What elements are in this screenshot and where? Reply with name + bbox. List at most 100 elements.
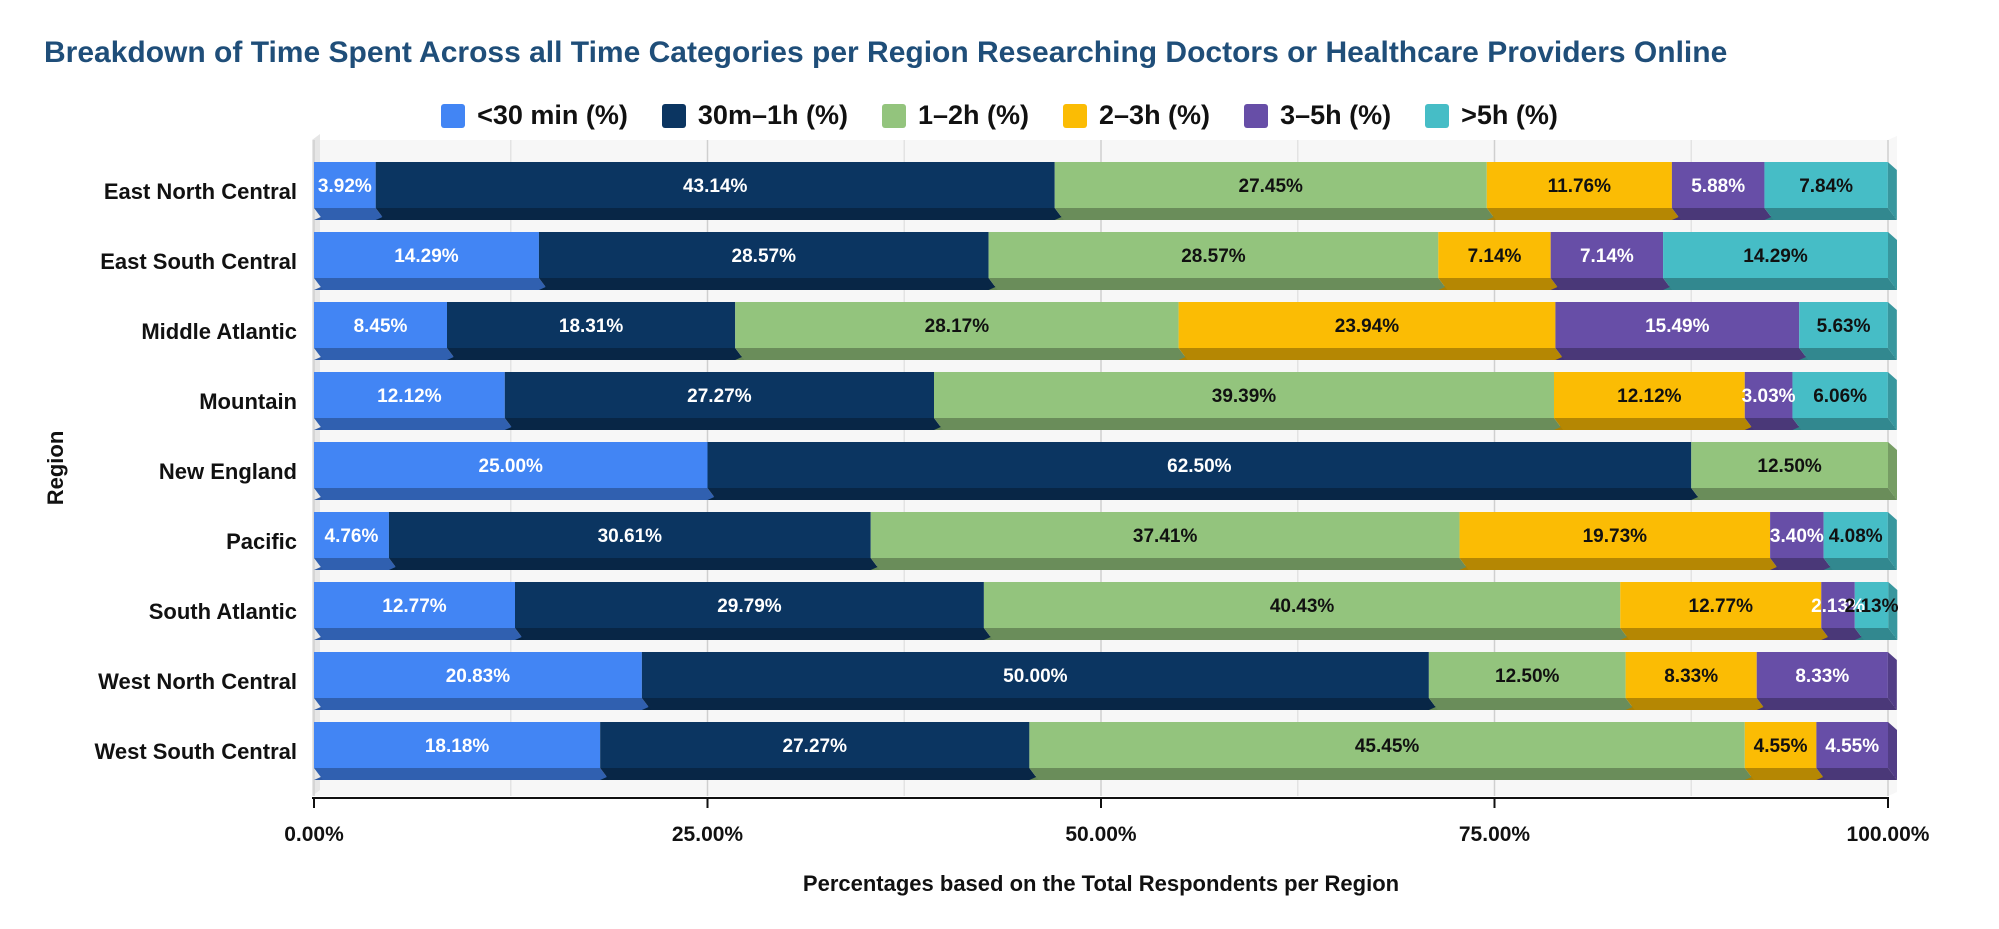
bar-mountain-5h-shadow-face — [1792, 418, 1897, 430]
bar-west-north-central-30m-1h[interactable] — [641, 652, 1429, 698]
bar-south-atlantic-3-5h-shadow-face — [1821, 628, 1864, 640]
bar-mountain-3-5h-shadow-face — [1744, 418, 1802, 430]
bar-middle-atlantic-30m-1h[interactable] — [447, 302, 736, 348]
bar-east-south-central-5h[interactable] — [1663, 232, 1888, 278]
bar-east-south-central-30-min-shadow-face — [314, 278, 548, 290]
legend-item-3-5h[interactable]: 3–5h (%) — [1244, 100, 1391, 131]
bar-middle-atlantic-5h-end-face — [1887, 302, 1897, 360]
bar-east-south-central-2-3h-shadow-face — [1438, 278, 1560, 290]
bar-south-atlantic-3-5h[interactable] — [1821, 582, 1855, 628]
bar-mountain-2-3h[interactable] — [1553, 372, 1745, 418]
bar-east-north-central-30m-1h[interactable] — [375, 162, 1055, 208]
bar-south-atlantic-5h[interactable] — [1854, 582, 1889, 628]
bar-middle-atlantic-5h[interactable] — [1799, 302, 1888, 348]
bar-east-south-central-30m-1h[interactable] — [538, 232, 989, 278]
bar-middle-atlantic-1-2h[interactable] — [735, 302, 1179, 348]
bar-east-south-central-5h-shadow-face — [1663, 278, 1897, 290]
data-label-west-south-central-2-3h: 4.55% — [1754, 736, 1808, 757]
bar-pacific-5h[interactable] — [1823, 512, 1888, 558]
bar-pacific-5h-end-face — [1887, 512, 1897, 570]
bar-east-north-central-2-3h-shadow-face — [1486, 208, 1681, 220]
bar-east-north-central-30-min[interactable] — [314, 162, 376, 208]
data-label-pacific-30m-1h: 30.61% — [598, 526, 663, 547]
category-label-east-south-central: East South Central — [100, 249, 297, 274]
bar-pacific-3-5h[interactable] — [1770, 512, 1824, 558]
bar-west-south-central-2-3h[interactable] — [1744, 722, 1817, 768]
data-label-west-south-central-3-5h: 4.55% — [1825, 736, 1879, 757]
bar-middle-atlantic-30-min[interactable] — [314, 302, 448, 348]
bar-south-atlantic-1-2h-shadow-face — [983, 628, 1630, 640]
data-label-new-england-30-min: 25.00% — [479, 456, 544, 477]
legend-swatch-over-5h — [1425, 103, 1450, 128]
category-label-mountain: Mountain — [199, 389, 297, 414]
bar-west-south-central-3-5h-shadow-face — [1816, 768, 1897, 780]
bar-east-south-central-2-3h[interactable] — [1438, 232, 1551, 278]
bar-mountain-5h-end-face — [1887, 372, 1897, 430]
data-label-west-north-central-3-5h: 8.33% — [1795, 666, 1849, 687]
legend-swatch-30m-1h — [661, 103, 686, 128]
bar-east-north-central-3-5h-shadow-face — [1671, 208, 1774, 220]
data-label-mountain-2-3h: 12.12% — [1617, 386, 1682, 407]
data-label-west-north-central-2-3h: 8.33% — [1664, 666, 1718, 687]
bar-west-north-central-30-min[interactable] — [314, 652, 642, 698]
bar-west-south-central-3-5h[interactable] — [1816, 722, 1888, 768]
bar-mountain-3-5h[interactable] — [1744, 372, 1793, 418]
bar-pacific-30-min[interactable] — [314, 512, 389, 558]
bar-west-south-central-30m-1h[interactable] — [600, 722, 1030, 768]
bar-middle-atlantic-1-2h-shadow-face — [735, 348, 1188, 360]
bar-middle-atlantic-2-3h[interactable] — [1178, 302, 1556, 348]
bar-middle-atlantic-3-5h-shadow-face — [1555, 348, 1809, 360]
data-label-middle-atlantic-1-2h: 28.17% — [925, 316, 990, 337]
legend-item-under-30min[interactable]: <30 min (%) — [441, 100, 628, 131]
legend-item-over-5h[interactable]: >5h (%) — [1425, 100, 1558, 131]
bar-west-south-central-30-min[interactable] — [314, 722, 601, 768]
data-label-south-atlantic-1-2h: 40.43% — [1270, 596, 1335, 617]
bar-west-south-central-2-3h-shadow-face — [1744, 768, 1826, 780]
data-label-east-south-central-5h: 14.29% — [1743, 246, 1808, 267]
bar-pacific-1-2h-shadow-face — [870, 558, 1469, 570]
bar-middle-atlantic-3-5h[interactable] — [1555, 302, 1800, 348]
data-label-middle-atlantic-30m-1h: 18.31% — [559, 316, 624, 337]
bar-new-england-30-min[interactable] — [314, 442, 708, 488]
bar-mountain-30m-1h[interactable] — [504, 372, 934, 418]
bar-south-atlantic-30m-1h[interactable] — [514, 582, 984, 628]
x-axis-title: Percentages based on the Total Responden… — [803, 871, 1399, 896]
legend-item-2-3h[interactable]: 2–3h (%) — [1063, 100, 1210, 131]
bar-new-england-30m-1h[interactable] — [707, 442, 1692, 488]
bar-west-north-central-2-3h[interactable] — [1625, 652, 1757, 698]
bar-west-north-central-30-min-shadow-face — [314, 698, 651, 710]
bar-pacific-2-3h[interactable] — [1459, 512, 1771, 558]
bar-east-north-central-2-3h[interactable] — [1486, 162, 1672, 208]
legend-item-1-2h[interactable]: 1–2h (%) — [881, 100, 1029, 131]
bar-east-north-central-1-2h[interactable] — [1054, 162, 1487, 208]
bar-mountain-1-2h-shadow-face — [933, 418, 1563, 430]
bar-mountain-2-3h-shadow-face — [1553, 418, 1754, 430]
bar-south-atlantic-30m-1h-shadow-face — [514, 628, 993, 640]
data-label-pacific-3-5h: 3.40% — [1770, 526, 1824, 547]
bar-south-atlantic-30-min[interactable] — [314, 582, 515, 628]
bar-pacific-1-2h[interactable] — [870, 512, 1460, 558]
bar-west-north-central-3-5h[interactable] — [1756, 652, 1888, 698]
bar-new-england-1-2h[interactable] — [1691, 442, 1888, 488]
data-label-middle-atlantic-30-min: 8.45% — [354, 316, 408, 337]
category-label-south-atlantic: South Atlantic — [149, 599, 297, 624]
bar-mountain-30-min[interactable] — [314, 372, 505, 418]
bar-east-south-central-1-2h[interactable] — [988, 232, 1439, 278]
bar-west-south-central-1-2h[interactable] — [1029, 722, 1745, 768]
bar-south-atlantic-1-2h[interactable] — [983, 582, 1621, 628]
bar-east-north-central-3-5h[interactable] — [1671, 162, 1765, 208]
bar-mountain-30-min-shadow-face — [314, 418, 514, 430]
bar-east-south-central-3-5h[interactable] — [1550, 232, 1664, 278]
category-label-middle-atlantic: Middle Atlantic — [141, 319, 297, 344]
bar-pacific-30m-1h[interactable] — [388, 512, 871, 558]
legend-item-30m-1h[interactable]: 30m–1h (%) — [661, 100, 848, 131]
bar-mountain-5h[interactable] — [1792, 372, 1888, 418]
bar-east-south-central-30-min[interactable] — [314, 232, 539, 278]
bar-west-north-central-1-2h[interactable] — [1428, 652, 1626, 698]
bar-east-south-central-3-5h-shadow-face — [1550, 278, 1673, 290]
bar-mountain-1-2h[interactable] — [933, 372, 1554, 418]
bar-east-north-central-5h[interactable] — [1764, 162, 1888, 208]
category-label-new-england: New England — [159, 459, 297, 484]
bar-south-atlantic-2-3h[interactable] — [1620, 582, 1822, 628]
data-label-east-north-central-30-min: 3.92% — [318, 176, 372, 197]
